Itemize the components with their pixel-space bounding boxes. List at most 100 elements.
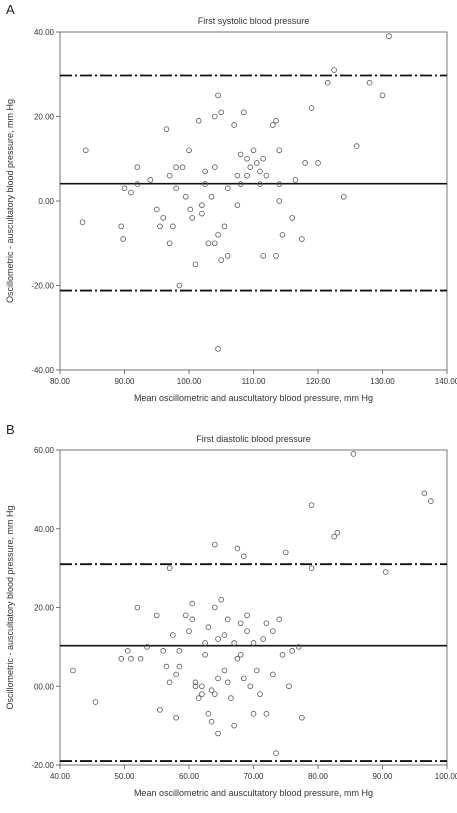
- data-point: [331, 67, 337, 73]
- data-point: [202, 651, 208, 658]
- data-point: [231, 122, 237, 128]
- data-point: [231, 722, 237, 729]
- data-point: [241, 553, 247, 560]
- data-point: [215, 346, 221, 352]
- data-point: [187, 206, 194, 213]
- data-point: [315, 160, 321, 166]
- data-point: [421, 490, 428, 497]
- y-tick-label: -20.00: [31, 761, 54, 770]
- data-point: [208, 687, 215, 693]
- x-tick-label: 100.00: [177, 377, 202, 386]
- data-point: [247, 683, 254, 690]
- data-point: [212, 113, 218, 120]
- data-point: [189, 215, 196, 221]
- data-point: [192, 261, 199, 268]
- data-point: [276, 198, 283, 204]
- data-point: [157, 707, 163, 713]
- data-point: [237, 651, 244, 658]
- data-point: [234, 545, 241, 552]
- data-point: [215, 730, 221, 737]
- y-tick-label: 20.00: [34, 113, 55, 122]
- data-point: [241, 109, 247, 116]
- data-point: [124, 648, 131, 654]
- panel-label: B: [6, 422, 15, 437]
- data-point: [176, 282, 183, 289]
- plot-frame: [59, 449, 448, 766]
- data-point: [234, 655, 241, 662]
- y-axis-label: Oscillometric - auscultatory blood press…: [5, 99, 15, 303]
- data-point: [173, 185, 179, 192]
- data-point: [121, 185, 128, 192]
- data-point: [282, 549, 289, 556]
- data-point: [247, 164, 254, 171]
- data-point: [163, 126, 170, 132]
- data-point: [340, 193, 347, 200]
- data-point: [263, 711, 270, 717]
- data-point: [386, 33, 392, 40]
- data-point: [205, 624, 212, 630]
- data-point: [273, 750, 279, 756]
- data-point: [270, 122, 276, 128]
- data-point: [147, 177, 154, 183]
- data-point: [299, 236, 305, 242]
- data-point: [208, 193, 215, 200]
- data-point: [192, 683, 199, 690]
- data-point: [186, 628, 192, 634]
- x-axis-label: Mean oscillometric and auscultatory bloo…: [134, 393, 373, 403]
- data-point: [228, 695, 234, 701]
- data-point: [379, 92, 386, 99]
- data-point: [273, 117, 279, 124]
- data-point: [292, 177, 299, 183]
- data-point: [218, 596, 225, 603]
- data-point: [192, 679, 199, 686]
- data-point: [237, 151, 244, 158]
- data-point: [212, 240, 218, 247]
- y-tick-label: 20.00: [34, 604, 55, 613]
- panel-b: B First diastolic blood pressure -20.00 00…: [0, 420, 457, 813]
- data-point: [260, 155, 266, 162]
- bland-altman-chart-systolic: First systolic blood pressure -40.00 -20.0…: [5, 16, 457, 403]
- data-point: [289, 215, 296, 221]
- data-point: [244, 172, 250, 179]
- data-point: [215, 675, 221, 682]
- data-point: [263, 172, 270, 179]
- data-point: [244, 155, 250, 162]
- data-point: [83, 147, 89, 154]
- data-point: [199, 202, 205, 209]
- data-point: [166, 172, 173, 179]
- data-point: [257, 691, 263, 697]
- data-point: [157, 223, 163, 230]
- data-point: [263, 620, 270, 627]
- data-point: [218, 109, 225, 116]
- data-point: [276, 181, 283, 187]
- data-point: [208, 718, 215, 725]
- data-point: [244, 628, 250, 634]
- data-point: [224, 185, 231, 192]
- x-tick-label: 90.00: [114, 377, 135, 386]
- data-point: [250, 640, 257, 646]
- data-point: [128, 189, 134, 196]
- data-point: [231, 640, 237, 646]
- data-point: [182, 193, 189, 200]
- data-point: [166, 679, 173, 686]
- data-point: [382, 569, 389, 575]
- data-point: [279, 232, 286, 238]
- chart-title: First systolic blood pressure: [198, 16, 310, 26]
- data-point: [244, 612, 250, 619]
- data-point: [241, 675, 247, 682]
- data-point: [128, 655, 134, 662]
- data-point: [202, 168, 208, 175]
- data-point: [205, 240, 212, 247]
- data-point: [202, 640, 208, 646]
- x-tick-label: 100.00: [435, 772, 457, 781]
- data-point: [253, 667, 260, 674]
- data-point: [118, 655, 125, 662]
- data-point: [173, 164, 179, 171]
- x-tick-label: 90.00: [372, 772, 393, 781]
- data-point: [195, 117, 202, 124]
- data-point: [224, 679, 231, 686]
- data-point: [160, 648, 167, 654]
- data-point: [160, 215, 167, 221]
- data-point: [166, 240, 173, 247]
- data-point: [237, 181, 244, 187]
